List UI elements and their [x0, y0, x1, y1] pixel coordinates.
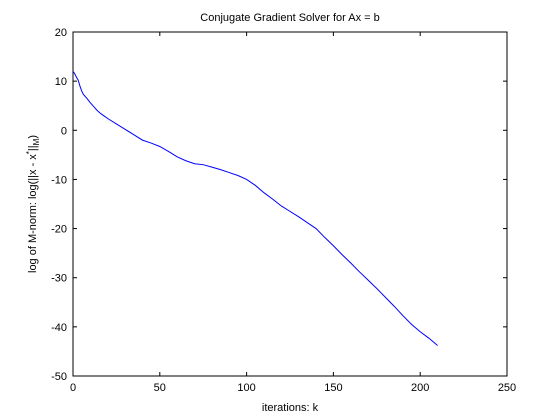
- plot-area: [72, 31, 508, 377]
- y-axis-label-superscript: *: [25, 151, 34, 154]
- series-group: [72, 71, 438, 346]
- x-tick-label: 100: [237, 382, 255, 394]
- x-tick-label: 150: [324, 382, 342, 394]
- y-tick-label: -40: [51, 322, 67, 334]
- y-tick-label: -50: [51, 371, 67, 383]
- y-axis-label-middle: ||: [27, 145, 39, 151]
- x-tick-label: 200: [411, 382, 429, 394]
- y-tick-label: -10: [51, 174, 67, 186]
- x-tick-label: 250: [498, 382, 516, 394]
- y-tick-label: 20: [55, 27, 67, 39]
- chart-title: Conjugate Gradient Solver for Ax = b: [200, 12, 379, 24]
- y-tick-label: -20: [51, 224, 67, 236]
- y-axis-label-subscript: M: [32, 138, 41, 145]
- x-tick-label: 0: [70, 382, 76, 394]
- series-line: [72, 71, 438, 346]
- y-tick-label: 0: [61, 125, 67, 137]
- y-tick-label: -30: [51, 273, 67, 285]
- y-tick-label: 10: [55, 76, 67, 88]
- y-axis-label-prefix: log of M-norm: log(||x - x: [27, 154, 39, 273]
- y-axis-label-suffix: ): [27, 135, 39, 139]
- x-tick-label: 50: [154, 382, 166, 394]
- y-axis-label: log of M-norm: log(||x - x*||M): [25, 135, 41, 273]
- x-axis-label: iterations: k: [262, 402, 319, 414]
